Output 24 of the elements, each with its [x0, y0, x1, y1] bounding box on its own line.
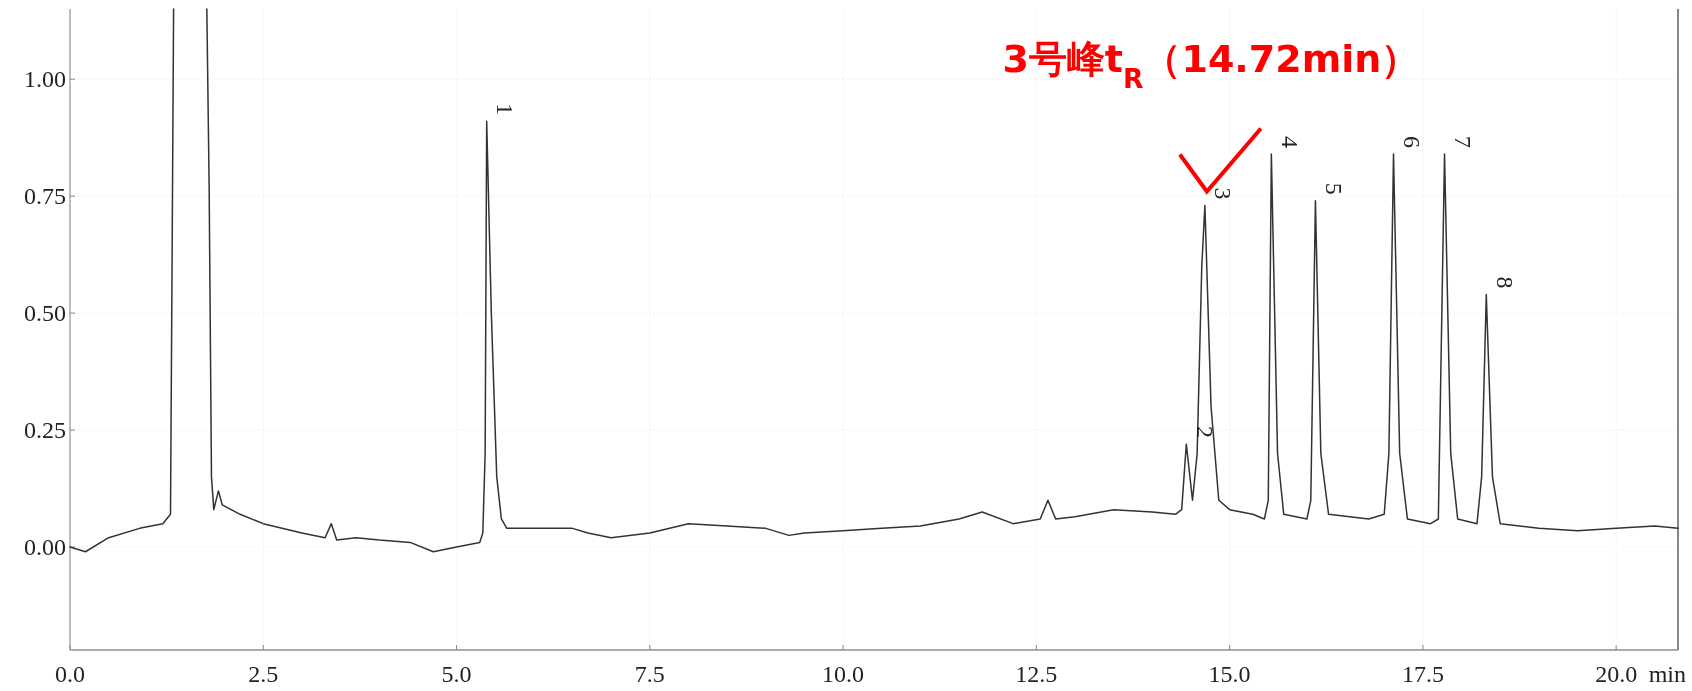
annotation: 6 [1398, 136, 1426, 149]
y-tick-label: 0.25 [24, 417, 66, 444]
y-tick-label: 1.00 [24, 66, 66, 93]
x-tick-label: 0.0 [55, 661, 85, 687]
y-tick-label: 0.00 [24, 534, 66, 561]
x-tick-label: 17.5 [1401, 661, 1444, 687]
annotation: 4 [1276, 136, 1303, 149]
x-tick-label: 15.0 [1208, 661, 1251, 687]
annotation: 7 [1450, 136, 1477, 149]
x-tick-label: 10.0 [822, 661, 865, 687]
x-tick-label: 20.0 [1595, 661, 1638, 687]
annotation: 2 [1191, 426, 1218, 439]
y-tick-label: 0.75 [24, 183, 66, 210]
y-tick-label: 0.50 [24, 300, 66, 327]
annotation: 5 [1320, 182, 1347, 195]
annotation: 1 [492, 103, 519, 116]
x-axis-title: min [1648, 661, 1686, 687]
annotation: 8 [1491, 276, 1518, 289]
x-tick-label: 12.5 [1015, 661, 1058, 687]
x-tick-label: 2.5 [248, 661, 279, 687]
annotation: 3 [1210, 187, 1237, 200]
x-tick-label: 7.5 [634, 661, 665, 687]
x-tick-label: 5.0 [441, 661, 472, 687]
annotation: 3号峰t$_{R}$（14.72min） [1002, 36, 1420, 94]
